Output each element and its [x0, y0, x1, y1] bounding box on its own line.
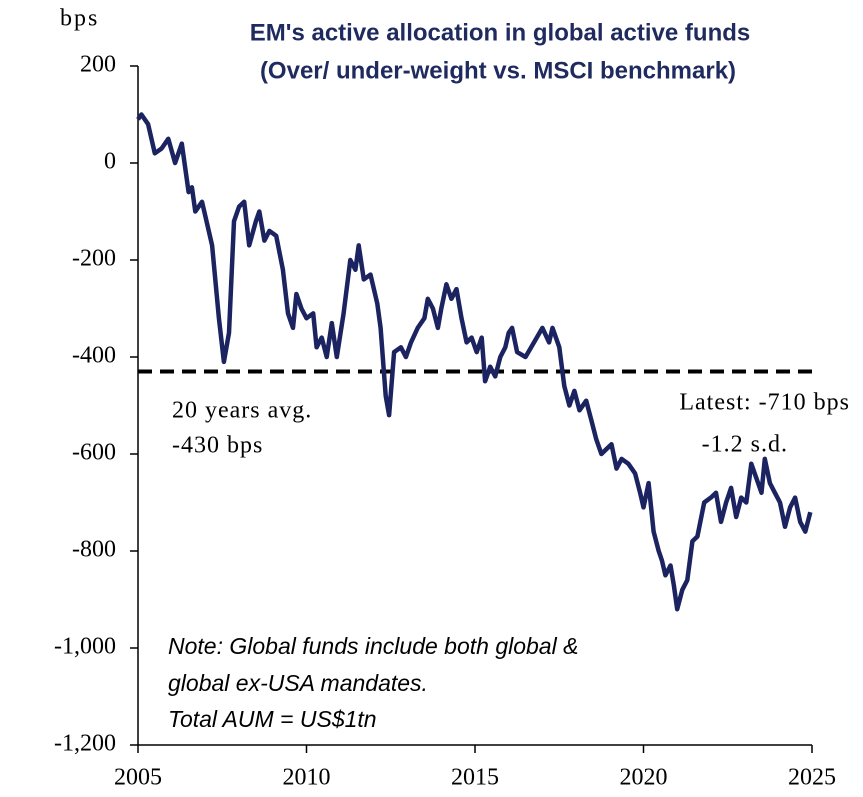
note: global ex-USA mandates. — [168, 670, 428, 696]
latest-label: Latest: -710 bps — [679, 390, 850, 416]
y-tick-label: -600 — [72, 440, 116, 466]
y-tick-label: 200 — [80, 52, 116, 78]
x-tick-label: 2025 — [788, 765, 836, 791]
y-axis-label: bps — [60, 6, 99, 32]
note: Note: Global funds include both global & — [168, 633, 578, 659]
y-tick-label: 0 — [104, 149, 116, 175]
y-tick-label: -1,200 — [54, 731, 116, 757]
x-tick-label: 2010 — [283, 765, 331, 791]
y-tick-label: -200 — [72, 246, 116, 272]
x-tick-label: 2005 — [114, 765, 162, 791]
chart-title: (Over/ under-weight vs. MSCI benchmark) — [260, 57, 736, 84]
note: Total AUM = US$1tn — [168, 706, 377, 732]
reference-label: 20 years avg. — [172, 398, 312, 424]
y-tick-label: -1,000 — [54, 634, 116, 660]
y-tick-label: -400 — [72, 343, 116, 369]
x-tick-label: 2020 — [620, 765, 668, 791]
latest-label: -1.2 s.d. — [702, 432, 788, 458]
chart-title: EM's active allocation in global active … — [250, 19, 751, 46]
y-tick-label: -800 — [72, 537, 116, 563]
x-tick-label: 2015 — [451, 765, 499, 791]
data-line — [136, 112, 813, 612]
reference-label: -430 bps — [172, 433, 263, 459]
